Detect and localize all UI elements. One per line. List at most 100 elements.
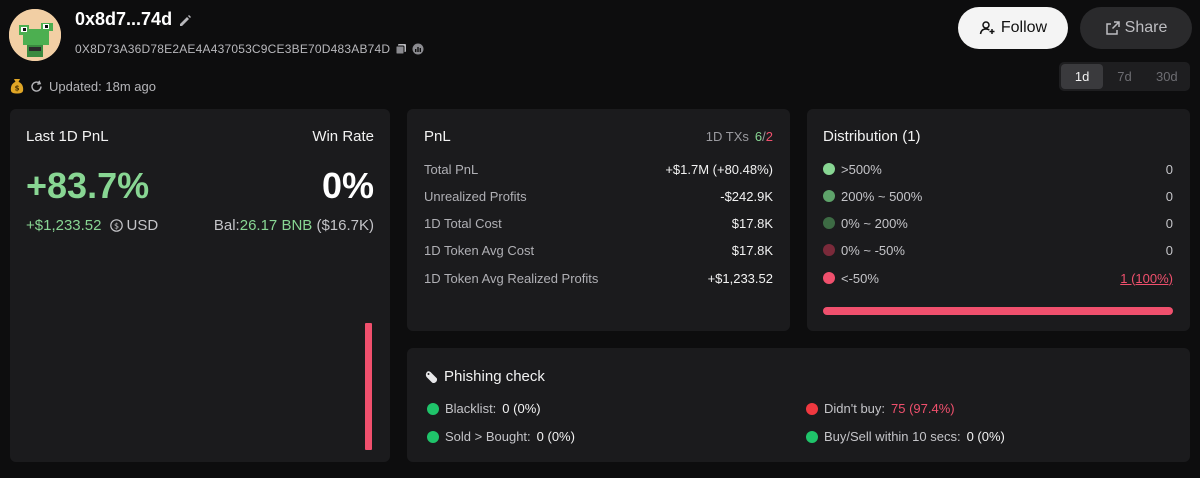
pnl-usd: +$1,233.52: [26, 217, 102, 234]
phishing-title: Phishing check: [424, 368, 545, 385]
phishing-label: Blacklist:: [445, 401, 497, 416]
phishing-value: 0 (0%): [502, 401, 541, 416]
winrate-label: Win Rate: [312, 128, 374, 145]
balance-value: 26.17 BNB: [239, 217, 313, 234]
distribution-row: <-50% 1 (100%): [823, 269, 1173, 287]
pnl-row-value: -$242.9K: [720, 188, 773, 204]
full-address: 0X8D73A36D78E2AE4A437053C9CE3BE70D483AB7…: [75, 42, 424, 56]
pnl-title: PnL: [424, 128, 451, 145]
add-user-icon: [979, 21, 995, 35]
tx-separator: /: [762, 129, 766, 144]
tx-label: 1D TXs: [705, 129, 749, 144]
distribution-value: 0: [1165, 215, 1173, 231]
dot-icon: [823, 163, 835, 175]
distribution-label: >500%: [841, 161, 882, 177]
phishing-label: Sold > Bought:: [445, 429, 531, 444]
pnl-row-avg-realized: 1D Token Avg Realized Profits +$1,233.52: [424, 269, 773, 287]
distribution-value-link[interactable]: 1 (100%): [1120, 270, 1173, 286]
avatar[interactable]: [9, 9, 61, 61]
pnl-bar: [365, 323, 372, 450]
distribution-value: 0: [1165, 242, 1173, 258]
distribution-label: 200% ~ 500%: [841, 188, 923, 204]
dot-icon: [823, 272, 835, 284]
period-selector: 1d 7d 30d: [1059, 62, 1190, 91]
balance-prefix: Bal:: [213, 217, 240, 234]
dot-icon: [823, 244, 835, 256]
share-button[interactable]: Share: [1080, 7, 1192, 49]
balance: Bal:26.17 BNB ($16.7K): [214, 217, 374, 234]
pnl-row-total: Total PnL +$1.7M (+80.48%): [424, 160, 773, 178]
pnl-row-label: Total PnL: [424, 161, 479, 177]
follow-label: Follow: [1000, 19, 1048, 36]
money-bag-icon: $: [10, 79, 24, 94]
share-label: Share: [1124, 19, 1168, 36]
distribution-row: 0% ~ 200% 0: [823, 214, 1173, 232]
fishing-hook-icon: [425, 370, 438, 383]
distribution-label: 0% ~ 200%: [841, 215, 908, 231]
phishing-item-fast-trade: Buy/Sell within 10 secs: 0 (0%): [806, 429, 1005, 444]
pnl-label: Last 1D PnL: [26, 128, 109, 145]
dot-icon: [823, 190, 835, 202]
phishing-item-blacklist: Blacklist: 0 (0%): [427, 401, 541, 416]
phishing-item-sold-bought: Sold > Bought: 0 (0%): [427, 429, 575, 444]
tx-sell-count: 2: [765, 129, 773, 144]
balance-usd: ($16.7K): [316, 217, 374, 234]
pnl-row-value: $17.8K: [731, 215, 773, 231]
phishing-value: 0 (0%): [536, 429, 575, 444]
distribution-label: <-50%: [841, 270, 879, 286]
refresh-icon[interactable]: [30, 80, 43, 93]
copy-icon[interactable]: [395, 43, 407, 55]
updated-text: Updated: 18m ago: [49, 78, 156, 94]
svg-text:$: $: [113, 222, 118, 231]
phishing-title-text: Phishing check: [444, 368, 545, 385]
distribution-label: 0% ~ -50%: [841, 242, 905, 258]
win-rate-value: 0%: [321, 165, 374, 206]
tx-buy-count: 6: [754, 129, 763, 144]
period-30d[interactable]: 30d: [1155, 69, 1178, 84]
frog-avatar-icon: [9, 9, 61, 61]
phishing-label: Didn't buy:: [824, 401, 886, 416]
tx-count: 1D TXs 6/2: [706, 129, 773, 144]
pnl-card: PnL 1D TXs 6/2 Total PnL +$1.7M (+80.48%)…: [407, 109, 790, 331]
status-dot-icon: [806, 430, 818, 443]
share-icon: [1105, 21, 1120, 35]
phishing-value: 75 (97.4%): [891, 401, 955, 416]
pnl-row-avg-cost: 1D Token Avg Cost $17.8K: [424, 241, 773, 259]
currency-switch-icon: $: [109, 219, 123, 232]
short-address: 0x8d7...74d: [75, 9, 192, 30]
distribution-row: 0% ~ -50% 0: [823, 241, 1173, 259]
explorer-icon[interactable]: [412, 43, 424, 55]
pnl-row-value: +$1,233.52: [707, 270, 773, 286]
period-7d[interactable]: 7d: [1117, 69, 1132, 84]
distribution-row: >500% 0: [823, 160, 1173, 178]
dot-icon: [823, 217, 835, 229]
pnl-row-label: 1D Total Cost: [424, 215, 502, 231]
distribution-title: Distribution (1): [823, 128, 921, 145]
pnl-row-unrealized: Unrealized Profits -$242.9K: [424, 187, 773, 205]
status-dot-icon: [806, 402, 818, 415]
usd-unit: USD: [126, 217, 159, 234]
pnl-row-total-cost: 1D Total Cost $17.8K: [424, 214, 773, 232]
distribution-row: 200% ~ 500% 0: [823, 187, 1173, 205]
distribution-value: 0: [1165, 188, 1173, 204]
pnl-row-label: Unrealized Profits: [424, 188, 527, 204]
phishing-card: Phishing check Blacklist: 0 (0%) Sold > …: [407, 348, 1190, 462]
status-dot-icon: [427, 402, 439, 415]
short-address-text: 0x8d7...74d: [75, 9, 173, 29]
edit-icon[interactable]: [178, 13, 192, 27]
status-dot-icon: [427, 430, 439, 443]
pnl-usd-line: +$1,233.52 $ USD: [26, 217, 158, 234]
usd-toggle[interactable]: $ USD: [109, 217, 159, 234]
pnl-row-label: 1D Token Avg Realized Profits: [424, 270, 599, 286]
phishing-value: 0 (0%): [966, 429, 1005, 444]
updated-status: $ Updated: 18m ago: [10, 78, 156, 94]
distribution-card: Distribution (1) >500% 0 200% ~ 500% 0 0…: [807, 109, 1190, 331]
period-1d[interactable]: 1d: [1061, 64, 1104, 89]
svg-text:$: $: [15, 85, 20, 93]
distribution-value: 0: [1165, 161, 1173, 177]
follow-button[interactable]: Follow: [958, 7, 1068, 49]
pnl-row-label: 1D Token Avg Cost: [424, 242, 535, 258]
phishing-label: Buy/Sell within 10 secs:: [824, 429, 961, 444]
pnl-row-value: +$1.7M (+80.48%): [665, 161, 773, 177]
distribution-bar: [823, 307, 1173, 315]
